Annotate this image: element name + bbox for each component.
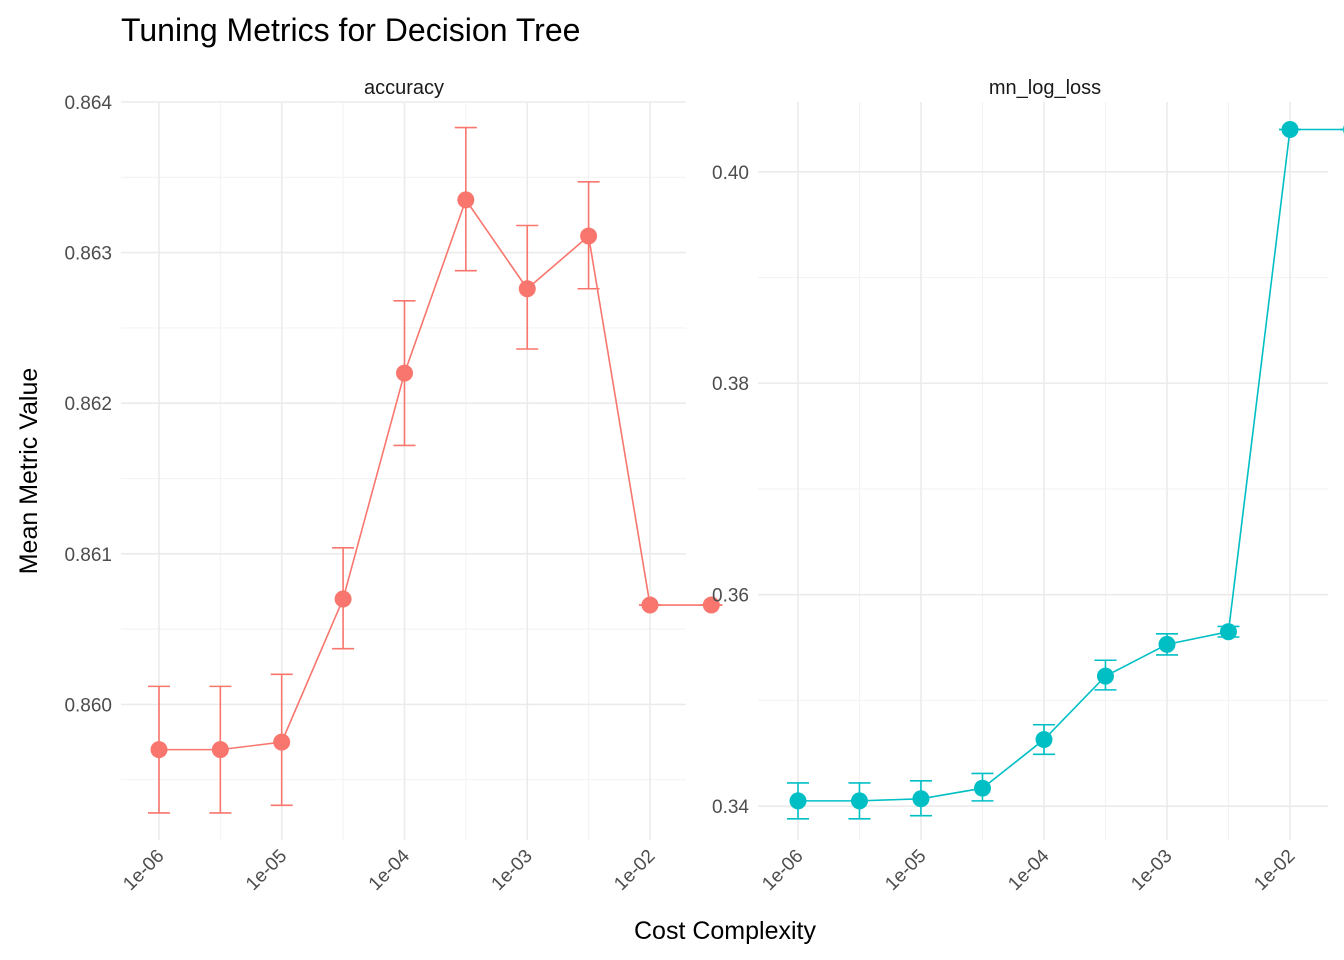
data-point bbox=[789, 792, 807, 810]
x-tick-label: 1e-03 bbox=[1127, 846, 1176, 895]
series-line bbox=[798, 128, 1344, 802]
x-axis-title: Cost Complexity bbox=[634, 917, 816, 945]
data-point bbox=[457, 191, 475, 209]
y-tick-label: 0.862 bbox=[64, 394, 112, 415]
data-point bbox=[850, 792, 868, 810]
strip-label-accuracy: accuracy bbox=[364, 77, 444, 99]
x-tick-label: 1e-04 bbox=[1004, 845, 1054, 895]
gridlines bbox=[121, 101, 686, 840]
data-point bbox=[912, 790, 930, 808]
data-point bbox=[1035, 731, 1053, 749]
strip-label-mn-log-loss: mn_log_loss bbox=[989, 77, 1101, 99]
data-point bbox=[973, 779, 991, 797]
x-tick-label: 1e-06 bbox=[119, 846, 168, 895]
data-point bbox=[1096, 667, 1114, 685]
series-line bbox=[159, 198, 712, 751]
data-point bbox=[150, 741, 168, 759]
data-point bbox=[334, 590, 352, 608]
x-tick-label: 1e-05 bbox=[242, 846, 291, 895]
data-point bbox=[518, 280, 536, 298]
x-tick-label: 1e-04 bbox=[365, 845, 415, 895]
data-point bbox=[273, 733, 291, 751]
panel-accuracy: accuracy 0.860 0.861 0.862 0.863 0.864 1e-06 1… bbox=[64, 77, 723, 895]
x-tick-label: 1e-05 bbox=[881, 846, 930, 895]
data-point bbox=[211, 741, 229, 759]
y-tick-label: 0.863 bbox=[64, 244, 112, 265]
y-tick-label: 0.34 bbox=[712, 797, 749, 818]
data-point bbox=[1158, 635, 1176, 653]
y-tick-label: 0.861 bbox=[64, 545, 112, 566]
y-tick-label: 0.860 bbox=[64, 695, 112, 716]
series bbox=[787, 120, 1344, 820]
y-tick-label: 0.38 bbox=[712, 374, 749, 395]
x-tick-label: 1e-02 bbox=[610, 846, 659, 895]
data-point bbox=[1219, 623, 1237, 641]
data-point bbox=[1281, 120, 1299, 138]
x-tick-label: 1e-02 bbox=[1250, 846, 1299, 895]
y-tick-label: 0.36 bbox=[712, 586, 749, 607]
data-point bbox=[396, 364, 413, 382]
x-tick-label: 1e-06 bbox=[758, 846, 807, 895]
y-tick-label: 0.864 bbox=[64, 93, 112, 114]
y-tick-label: 0.40 bbox=[712, 163, 749, 184]
y-axis-title: Mean Metric Value bbox=[15, 368, 43, 575]
data-point bbox=[702, 596, 720, 614]
series bbox=[148, 126, 723, 814]
data-point bbox=[641, 596, 659, 614]
gridlines bbox=[758, 102, 1328, 840]
panel-mn-log-loss: mn_log_loss 0.34 0.36 0.38 0.40 1e-06 1e-05 1e… bbox=[712, 77, 1344, 895]
x-tick-label: 1e-03 bbox=[488, 846, 537, 895]
chart-title: Tuning Metrics for Decision Tree bbox=[121, 12, 580, 48]
data-point bbox=[580, 227, 598, 245]
